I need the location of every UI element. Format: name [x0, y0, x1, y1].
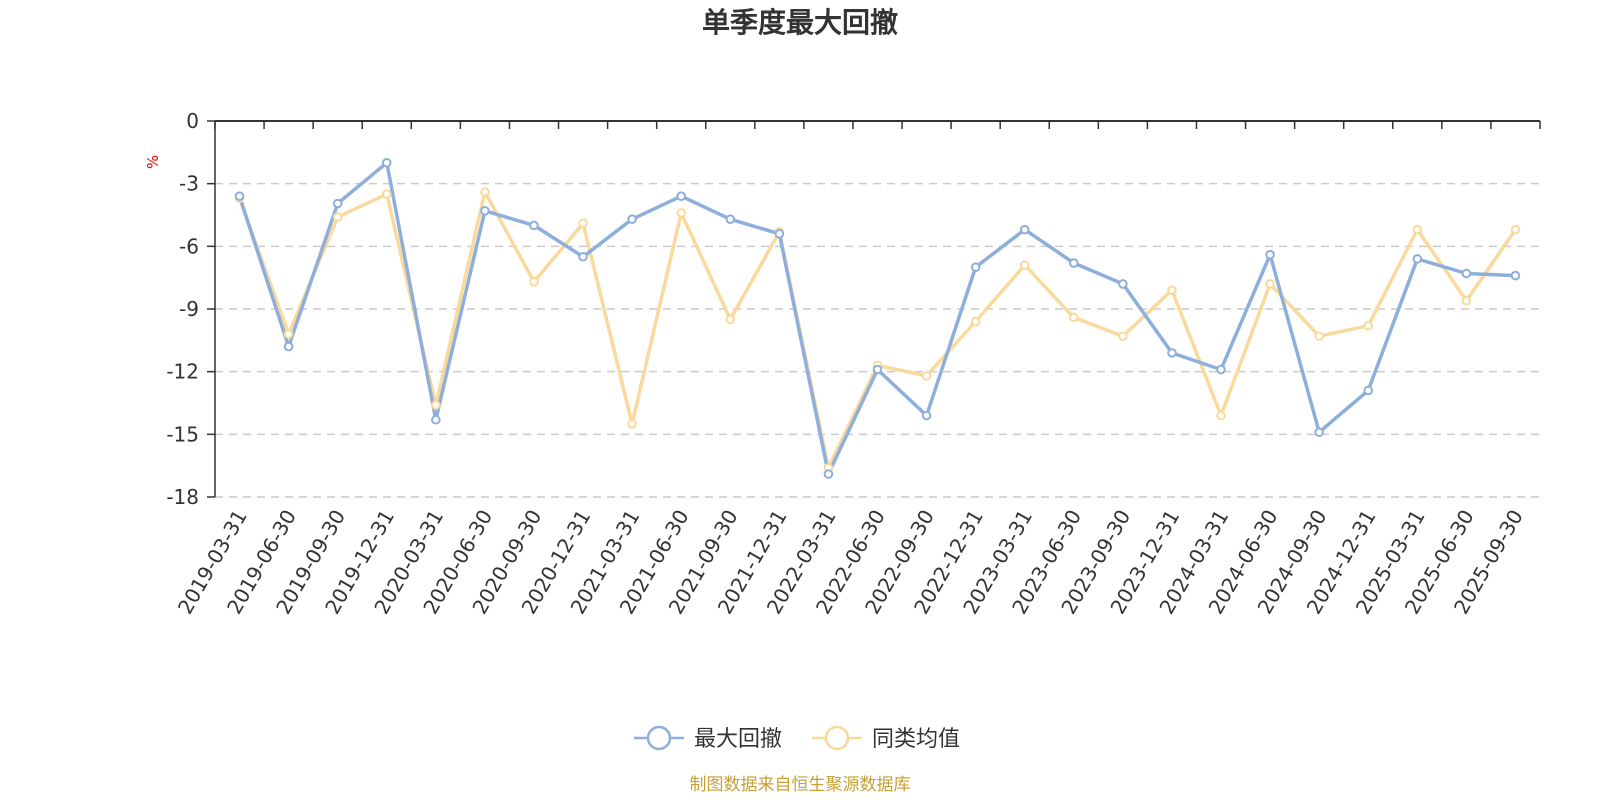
legend-item[interactable]: 同类均值: [812, 725, 960, 752]
x-axis-ticks: 2019-03-312019-06-302019-09-302019-12-31…: [173, 506, 1528, 619]
data-point: [1019, 224, 1030, 235]
data-point: [578, 251, 588, 262]
data-point: [1167, 285, 1177, 296]
series-line: [237, 161, 1516, 476]
data-point: [578, 218, 588, 229]
data-point: [1510, 224, 1521, 235]
data-point: [1118, 331, 1128, 341]
data-point: [283, 329, 294, 339]
data-point: [1265, 249, 1275, 260]
data-point: [381, 189, 392, 199]
legend[interactable]: 最大回撤 同类均值: [634, 725, 960, 752]
data-point: [921, 371, 932, 381]
data-point: [283, 341, 294, 352]
data-point: [1068, 312, 1079, 323]
y-tick-label: 0: [186, 109, 199, 133]
data-point: [1412, 224, 1423, 235]
data-point: [381, 157, 392, 168]
data-point: [1314, 331, 1324, 341]
data-point: [1510, 270, 1521, 281]
data-point: [1265, 279, 1275, 289]
data-point: [676, 208, 687, 218]
y-axis-unit: %: [144, 155, 162, 169]
y-tick-label: -18: [166, 485, 199, 509]
series-lines: [234, 157, 1521, 479]
data-point: [1019, 260, 1030, 270]
data-point: [1118, 279, 1128, 289]
data-point: [529, 277, 539, 287]
data-point: [480, 187, 490, 197]
data-point: [1216, 364, 1226, 375]
axes: [207, 120, 1541, 498]
data-point: [1363, 320, 1374, 331]
data-point: [1461, 268, 1472, 279]
data-point: [1461, 295, 1472, 306]
data-point: [921, 410, 932, 421]
y-tick-label: -9: [179, 297, 199, 321]
data-point: [480, 206, 490, 216]
data-point: [872, 364, 883, 375]
data-point: [1068, 258, 1079, 268]
data-point: [627, 419, 637, 429]
data-point: [970, 262, 981, 273]
data-point: [970, 316, 981, 327]
data-point: [431, 414, 441, 425]
y-tick-label: -12: [166, 360, 199, 384]
data-point: [676, 191, 687, 201]
data-point: [332, 198, 343, 209]
data-point: [774, 229, 785, 239]
legend-label: 同类均值: [872, 727, 960, 752]
grid-lines: [215, 182, 1540, 498]
data-point: [529, 220, 539, 231]
data-point: [1314, 427, 1324, 438]
y-tick-label: -6: [179, 234, 199, 258]
y-tick-label: -3: [179, 172, 199, 196]
data-point: [1412, 254, 1423, 264]
source-note: 制图数据来自恒生聚源数据库: [690, 775, 911, 795]
legend-label: 最大回撤: [694, 727, 782, 752]
data-point: [627, 214, 637, 224]
y-tick-label: -15: [166, 422, 199, 446]
data-point: [725, 214, 736, 224]
y-axis-ticks: 0 -3 -6 -9 -12 -15 -18: [166, 109, 199, 509]
legend-marker: [646, 725, 672, 751]
data-point: [725, 314, 736, 325]
data-point: [823, 469, 834, 479]
data-point: [1363, 385, 1374, 396]
data-point: [1167, 348, 1177, 358]
data-point: [332, 212, 343, 222]
data-point: [1216, 410, 1226, 421]
data-point: [431, 400, 441, 410]
legend-item[interactable]: 最大回撤: [634, 725, 782, 752]
legend-marker: [824, 725, 850, 751]
data-point: [234, 191, 245, 201]
chart-title: 单季度最大回撤: [702, 6, 898, 39]
